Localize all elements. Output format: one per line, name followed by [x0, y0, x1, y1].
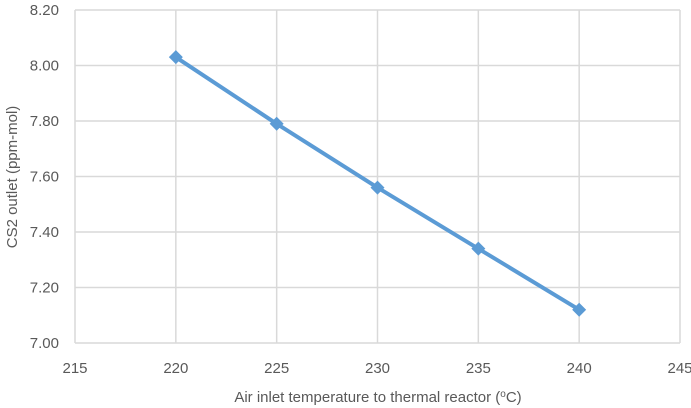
data-series [168, 50, 587, 317]
x-axis-title: Air inlet temperature to thermal reactor… [234, 389, 521, 407]
data-point-marker [471, 241, 486, 256]
x-tick-label: 240 [567, 360, 592, 377]
y-tick-label: 7.40 [30, 224, 59, 241]
data-point-marker [269, 116, 284, 131]
x-tick-label: 235 [466, 360, 491, 377]
x-axis-tick-labels: 215 220 225 230 235 240 245 [62, 360, 691, 377]
data-point-marker [168, 50, 183, 65]
y-axis-tick-labels: 7.00 7.20 7.40 7.60 7.80 8.00 8.20 [30, 2, 59, 352]
x-tick-label: 215 [62, 360, 87, 377]
x-tick-label: 230 [365, 360, 390, 377]
y-tick-label: 8.00 [30, 58, 59, 75]
x-axis-title-main: Air inlet temperature to thermal reactor… [234, 389, 500, 406]
y-tick-label: 7.20 [30, 280, 59, 297]
chart-gridlines [74, 9, 681, 344]
data-point-marker [370, 180, 385, 195]
x-axis-title-superscript: o [500, 389, 506, 400]
x-axis-title-suffix: C) [506, 389, 522, 406]
y-tick-label: 7.80 [30, 113, 59, 130]
data-point-marker [572, 302, 587, 317]
y-axis-title: CS2 outlet (ppm-mol) [4, 106, 21, 249]
x-tick-label: 225 [264, 360, 289, 377]
x-tick-label: 220 [163, 360, 188, 377]
x-tick-label: 245 [667, 360, 691, 377]
y-tick-label: 8.20 [30, 2, 59, 19]
y-tick-label: 7.60 [30, 169, 59, 186]
y-tick-label: 7.00 [30, 335, 59, 352]
